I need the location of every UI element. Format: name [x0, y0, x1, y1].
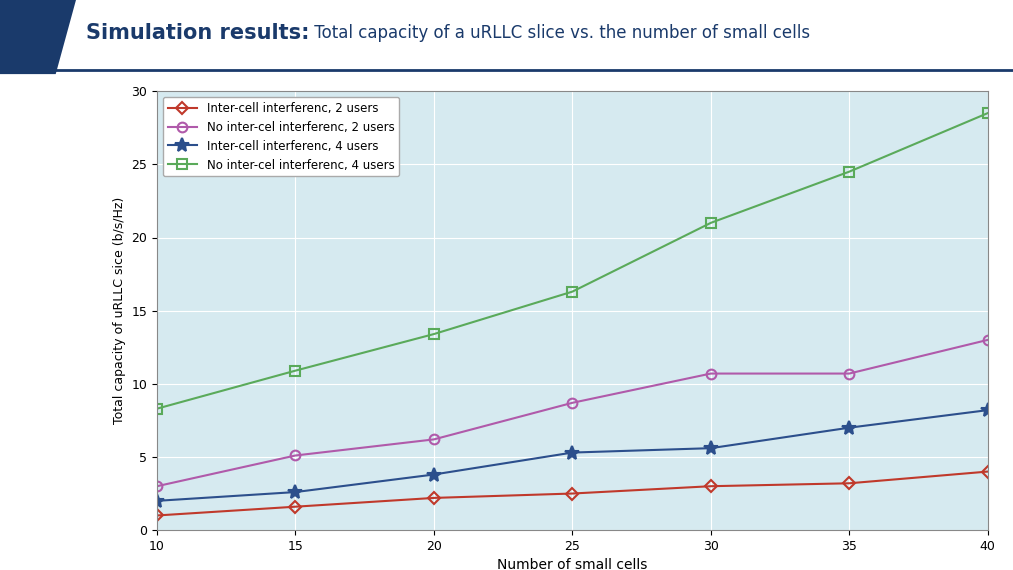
Polygon shape: [0, 0, 76, 74]
No inter-cel interferenc, 4 users: [151, 405, 163, 412]
No inter-cel interferenc, 4 users: [566, 288, 578, 295]
No inter-cel interferenc, 2 users: [290, 452, 302, 459]
Legend: Inter-cell interferenc, 2 users, No inter-cel interferenc, 2 users, Inter-cell i: Inter-cell interferenc, 2 users, No inte…: [163, 97, 399, 176]
No inter-cel interferenc, 4 users: [982, 109, 994, 116]
No inter-cel interferenc, 4 users: [705, 219, 717, 226]
No inter-cel interferenc, 4 users: [843, 168, 855, 175]
Line: No inter-cel interferenc, 2 users: No inter-cel interferenc, 2 users: [152, 335, 993, 491]
Inter-cell interferenc, 4 users: [705, 445, 717, 451]
Inter-cell interferenc, 2 users: [151, 512, 163, 519]
Inter-cell interferenc, 4 users: [566, 449, 578, 456]
Inter-cell interferenc, 2 users: [982, 468, 994, 475]
No inter-cel interferenc, 2 users: [705, 370, 717, 377]
No inter-cel interferenc, 2 users: [843, 370, 855, 377]
Line: No inter-cel interferenc, 4 users: No inter-cel interferenc, 4 users: [152, 108, 993, 413]
Text: Simulation results:: Simulation results:: [86, 23, 310, 43]
Text: Total capacity of a uRLLC slice vs. the number of small cells: Total capacity of a uRLLC slice vs. the …: [309, 25, 810, 42]
Inter-cell interferenc, 4 users: [290, 488, 302, 495]
No inter-cel interferenc, 2 users: [566, 400, 578, 406]
Inter-cell interferenc, 4 users: [843, 424, 855, 431]
Inter-cell interferenc, 2 users: [427, 495, 440, 502]
Inter-cell interferenc, 2 users: [843, 480, 855, 487]
Inter-cell interferenc, 2 users: [290, 503, 302, 510]
No inter-cel interferenc, 4 users: [427, 331, 440, 337]
Inter-cell interferenc, 4 users: [982, 407, 994, 414]
Inter-cell interferenc, 2 users: [566, 490, 578, 497]
Y-axis label: Total capacity of uRLLC sice (b/s/Hz): Total capacity of uRLLC sice (b/s/Hz): [112, 197, 126, 424]
No inter-cel interferenc, 2 users: [427, 436, 440, 443]
Inter-cell interferenc, 2 users: [705, 483, 717, 490]
X-axis label: Number of small cells: Number of small cells: [497, 559, 647, 570]
No inter-cel interferenc, 4 users: [290, 367, 302, 374]
Inter-cell interferenc, 4 users: [427, 471, 440, 478]
Line: Inter-cell interferenc, 4 users: Inter-cell interferenc, 4 users: [150, 403, 995, 508]
No inter-cel interferenc, 2 users: [151, 483, 163, 490]
Inter-cell interferenc, 4 users: [151, 498, 163, 504]
No inter-cel interferenc, 2 users: [982, 336, 994, 343]
Line: Inter-cell interferenc, 2 users: Inter-cell interferenc, 2 users: [153, 467, 992, 520]
